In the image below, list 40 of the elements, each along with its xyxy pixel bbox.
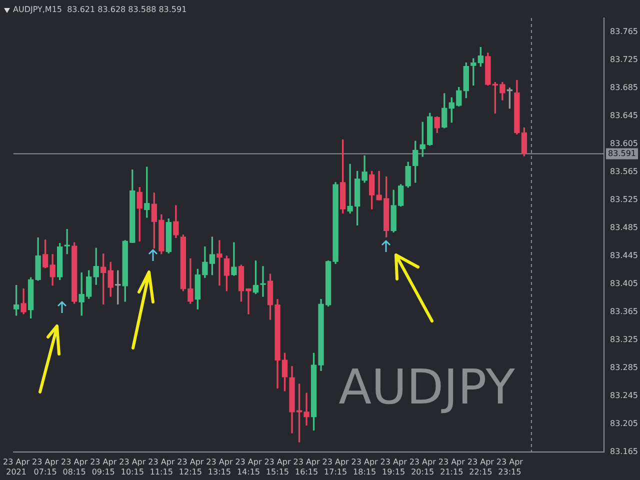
y-tick-label: 83.245 bbox=[610, 390, 638, 400]
x-tick-label: 23 Apr 16:15 bbox=[293, 458, 321, 476]
y-tick-label: 83.485 bbox=[610, 222, 638, 232]
y-tick-label: 83.685 bbox=[610, 83, 638, 92]
y-tick-label: 83.725 bbox=[610, 55, 638, 64]
x-tick-label: 23 Apr 15:15 bbox=[264, 458, 292, 476]
x-tick-label: 23 Apr 21:15 bbox=[438, 458, 466, 476]
y-tick-label: 83.205 bbox=[610, 418, 638, 428]
y-tick-label: 83.285 bbox=[610, 362, 638, 372]
text: AUDJPY bbox=[338, 360, 516, 416]
x-tick-label: 23 Apr 20:15 bbox=[409, 458, 437, 476]
x-tick-label: 23 Apr 08:15 bbox=[61, 458, 88, 476]
y-tick-label: 83.405 bbox=[610, 278, 638, 288]
y-tick-label: 83.605 bbox=[610, 139, 638, 148]
y-tick-label: 83.325 bbox=[610, 334, 638, 344]
x-tick-label: 23 Apr 13:15 bbox=[206, 458, 234, 476]
y-tick-label: 83.525 bbox=[610, 194, 638, 204]
x-tick-label: 23 Apr 22:15 bbox=[467, 458, 495, 476]
x-tick-label: 23 Apr 11:15 bbox=[148, 458, 176, 476]
x-tick-label: 23 Apr 09:15 bbox=[90, 458, 118, 476]
y-tick-label: 83.565 bbox=[610, 167, 638, 176]
x-tick-label: 23 Apr 07:15 bbox=[32, 458, 60, 476]
candlestick bbox=[260, 266, 266, 297]
x-tick-label: 23 Apr 18:15 bbox=[351, 458, 379, 476]
x-tick-label: 23 Apr 19:15 bbox=[380, 458, 408, 476]
y-tick-label: 83.165 bbox=[610, 446, 638, 456]
y-tick-label: 83.765 bbox=[610, 27, 638, 36]
x-tick-label: 23 Apr 12:15 bbox=[177, 458, 204, 476]
x-tick-label: 23 Apr 23:15 bbox=[496, 458, 524, 476]
x-tick-label: 23 Apr 14:15 bbox=[235, 458, 262, 476]
y-tick-label: 83.365 bbox=[610, 306, 638, 316]
candlestick bbox=[231, 242, 237, 276]
candlestick bbox=[216, 240, 222, 286]
y-tick-label: 83.645 bbox=[610, 111, 638, 120]
x-tick-label: 23 Apr 2021 bbox=[3, 458, 30, 476]
ref-line-label: 83.591 bbox=[608, 148, 636, 158]
x-tick-label: 23 Apr 17:15 bbox=[322, 458, 350, 476]
y-tick-label: 83.445 bbox=[610, 250, 638, 260]
chart-subtitle: AUDJPY,M15 83.621 83.628 83.588 83.591 bbox=[13, 5, 187, 14]
x-tick-label: 23 Apr 10:15 bbox=[119, 458, 146, 476]
